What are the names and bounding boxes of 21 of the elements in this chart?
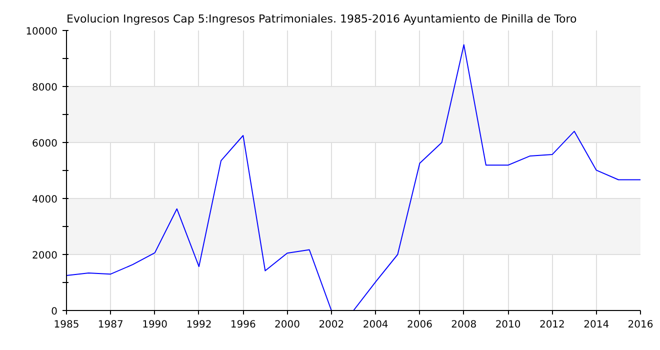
x-tick-label: 1990 <box>142 320 168 330</box>
chart-title: Evolucion Ingresos Cap 5:Ingresos Patrimoniales. 1985-2016 Ayuntamiento de Pinilla de Toro <box>66 12 577 26</box>
y-tick-label: 2000 <box>32 250 58 262</box>
x-tick-label: 1992 <box>186 320 212 330</box>
x-tick-label: 2012 <box>539 320 565 330</box>
x-tick-label: 1985 <box>54 320 80 330</box>
x-tick-label: 2002 <box>318 320 344 330</box>
y-tick-label: 0 <box>51 306 58 318</box>
x-tick-label: 1996 <box>230 320 256 330</box>
x-tick-label: 2000 <box>274 320 300 330</box>
x-tick-label: 2010 <box>495 320 521 330</box>
x-tick-label: 2006 <box>407 320 432 330</box>
x-tick-label: 2014 <box>584 320 610 330</box>
y-tick-label: 6000 <box>32 138 58 150</box>
y-tick-label: 8000 <box>32 82 58 94</box>
y-tick-label: 4000 <box>32 194 58 206</box>
x-tick-label: 2008 <box>451 320 477 330</box>
y-tick-label: 10000 <box>26 26 58 38</box>
x-tick-label: 2004 <box>362 320 388 330</box>
x-tick-label: 1987 <box>98 320 124 330</box>
x-tick-label: 2016 <box>628 320 654 330</box>
